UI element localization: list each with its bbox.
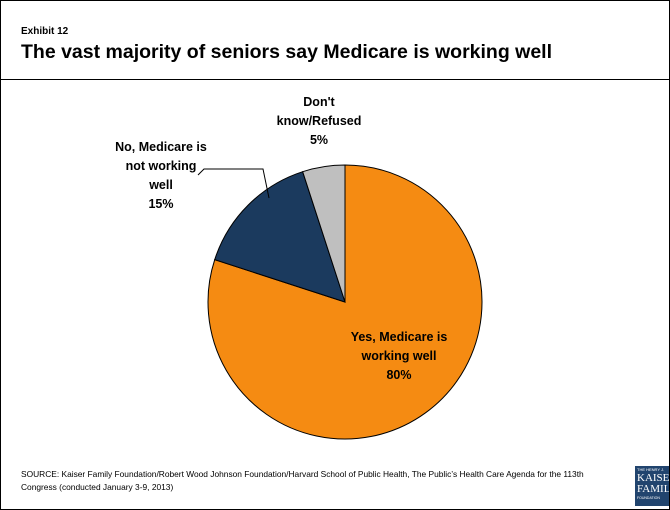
logo-text-line4: FOUNDATION: [637, 496, 660, 500]
slice-no: [214, 171, 346, 303]
source-note: SOURCE: Kaiser Family Foundation/Robert …: [21, 469, 584, 492]
slice-no-label: No, Medicare is not working well 15%: [115, 140, 207, 211]
chart-title: The vast majority of seniors say Medicar…: [21, 41, 553, 63]
slice-dont-know-label: Don't know/Refused 5%: [277, 95, 362, 147]
pie-slices: [207, 164, 483, 440]
leader-line: [197, 168, 270, 199]
title-divider: [1, 79, 669, 80]
logo-text-line1: THE HENRY J.: [637, 467, 665, 472]
logo-text-line3: FAMILY: [637, 483, 670, 495]
logo-text-line2: KAISER: [637, 472, 670, 484]
slice-yes-label: Yes, Medicare is working well 80%: [351, 330, 448, 382]
pie-labels: Yes, Medicare is working well 80% No, Medic…: [115, 95, 447, 382]
kff-logo: THE HENRY J. KAISER FAMILY FOUNDATION: [635, 466, 670, 506]
exhibit-label: Exhibit 12: [21, 26, 69, 37]
slice-dont-know: [302, 164, 346, 303]
